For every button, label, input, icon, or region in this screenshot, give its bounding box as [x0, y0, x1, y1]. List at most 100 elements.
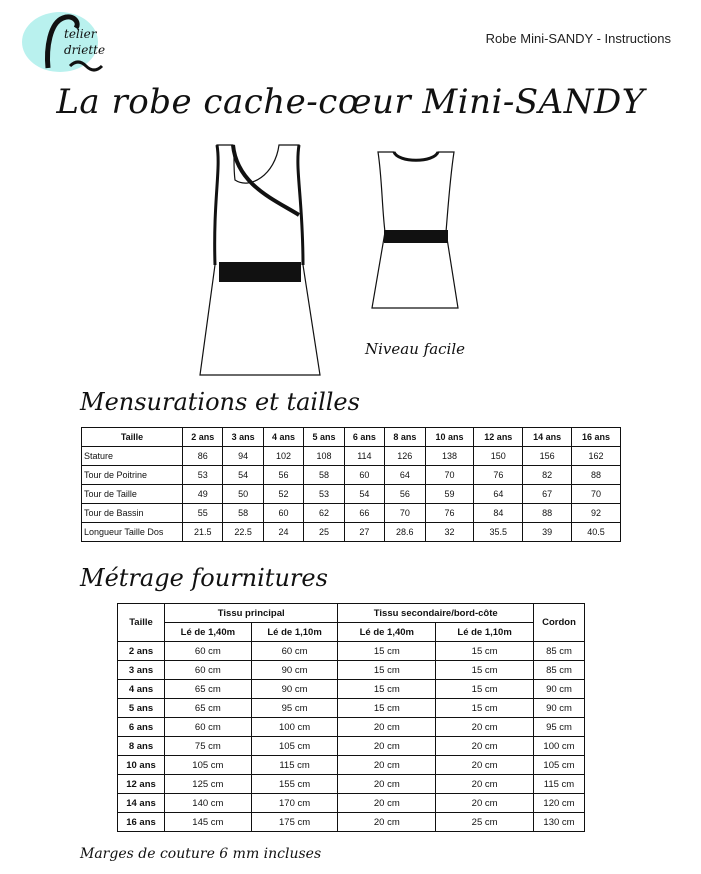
difficulty-level: Niveau facile: [365, 340, 466, 358]
table-row: Longueur Taille Dos 21.5 22.5 24 25 27 28.6 32 3…: [81, 522, 621, 542]
table-cell: 95 cm: [250, 698, 339, 718]
table-cell: 108: [303, 446, 345, 466]
table-cell: 105 cm: [533, 755, 585, 775]
table-cell: 65 cm: [164, 679, 252, 699]
table-cell: 76: [473, 465, 524, 485]
table-cell: 54: [343, 484, 386, 504]
table-cell: 162: [571, 446, 621, 466]
table-row: Tour de Bassin 55 58 60 62 66 70 76 84 88 92: [81, 503, 621, 523]
svg-text:driette: driette: [64, 43, 105, 57]
table-cell: 60 cm: [164, 717, 252, 737]
table-cell: 102: [262, 446, 305, 466]
header-cell: Lé de 1,10m: [435, 622, 534, 642]
header-cell: Lé de 1,40m: [164, 622, 252, 642]
table-cell: 126: [384, 446, 426, 466]
header-cell: Tissu secondaire/bord-côte: [337, 603, 534, 623]
table-header-row: Taille Tissu principal Tissu secondaire/…: [117, 603, 585, 642]
table-cell: 85 cm: [533, 641, 585, 661]
table-cell: 115 cm: [533, 774, 585, 794]
table-cell: 39: [522, 522, 573, 542]
table-row: 2 ans 60 cm 60 cm 15 cm 15 cm 85 cm: [117, 641, 585, 661]
table-row: 5 ans 65 cm 95 cm 15 cm 15 cm 90 cm: [117, 698, 585, 718]
table-cell: 86: [181, 446, 224, 466]
table-cell: 90 cm: [250, 660, 339, 680]
table-cell: 35.5: [473, 522, 524, 542]
header-cell: Lé de 1,40m: [337, 622, 437, 642]
table-cell: 62: [303, 503, 345, 523]
header-cell: Cordon: [533, 603, 585, 642]
table-cell: 28.6: [384, 522, 426, 542]
table-header-row: Lé de 1,40m Lé de 1,10m Lé de 1,40m Lé d…: [118, 622, 585, 642]
fabric-title: Métrage fournitures: [80, 564, 328, 592]
table-cell: 16 ans: [117, 812, 165, 832]
table-cell: 20 cm: [337, 793, 437, 813]
table-cell: 90 cm: [533, 698, 585, 718]
table-cell: Tour de Taille: [81, 484, 183, 504]
table-cell: 12 ans: [117, 774, 165, 794]
table-row: 10 ans 105 cm 115 cm 20 cm 20 cm 105 cm: [117, 755, 585, 775]
header-cell: 16 ans: [571, 427, 621, 447]
table-cell: 20 cm: [435, 717, 534, 737]
header-cell: Taille: [81, 427, 183, 447]
table-cell: 85 cm: [533, 660, 585, 680]
table-cell: 82: [522, 465, 573, 485]
table-cell: 4 ans: [117, 679, 165, 699]
table-cell: 2 ans: [117, 641, 165, 661]
table-cell: 20 cm: [435, 774, 534, 794]
table-cell: 49: [181, 484, 224, 504]
table-header-row: Taille 2 ans 3 ans 4 ans 5 ans 6 ans 8 ans 10 …: [81, 427, 621, 447]
table-row: 4 ans 65 cm 90 cm 15 cm 15 cm 90 cm: [117, 679, 585, 699]
measurements-table: Taille 2 ans 3 ans 4 ans 5 ans 6 ans 8 ans 10 …: [81, 427, 621, 542]
table-cell: 25 cm: [435, 812, 534, 832]
table-cell: 88: [522, 503, 573, 523]
table-cell: 90 cm: [250, 679, 339, 699]
table-cell: 5 ans: [117, 698, 165, 718]
table-cell: Longueur Taille Dos: [81, 522, 183, 542]
table-cell: 6 ans: [117, 717, 165, 737]
table-cell: 56: [262, 465, 305, 485]
table-cell: 125 cm: [164, 774, 252, 794]
table-row: Tour de Taille 49 50 52 53 54 56 59 64 67 70: [81, 484, 621, 504]
table-cell: 15 cm: [435, 698, 534, 718]
table-cell: 40.5: [571, 522, 621, 542]
table-cell: 95 cm: [533, 717, 585, 737]
header-cell: 8 ans: [384, 427, 426, 447]
header-cell: 12 ans: [473, 427, 524, 447]
table-cell: 60 cm: [164, 660, 252, 680]
table-cell: Tour de Bassin: [81, 503, 183, 523]
table-row: 12 ans 125 cm 155 cm 20 cm 20 cm 115 cm: [117, 774, 585, 794]
table-cell: 92: [571, 503, 621, 523]
table-cell: 66: [343, 503, 386, 523]
table-cell: 67: [522, 484, 573, 504]
table-cell: 64: [384, 465, 426, 485]
table-cell: 25: [303, 522, 345, 542]
table-cell: 20 cm: [337, 755, 437, 775]
table-cell: 20 cm: [337, 774, 437, 794]
header-cell: 10 ans: [424, 427, 475, 447]
table-cell: 60 cm: [164, 641, 252, 661]
table-cell: 15 cm: [435, 660, 534, 680]
table-cell: 20 cm: [337, 812, 437, 832]
header-cell: Tissu principal: [163, 603, 339, 623]
table-cell: 60 cm: [250, 641, 339, 661]
table-cell: 15 cm: [337, 698, 437, 718]
table-cell: 20 cm: [337, 736, 437, 756]
table-cell: 15 cm: [337, 679, 437, 699]
table-cell: 100 cm: [250, 717, 339, 737]
table-row: 6 ans 60 cm 100 cm 20 cm 20 cm 95 cm: [117, 717, 585, 737]
table-cell: 64: [473, 484, 524, 504]
table-cell: 14 ans: [117, 793, 165, 813]
main-title: La robe cache-cœur Mini-SANDY: [56, 82, 645, 122]
table-cell: 53: [181, 465, 224, 485]
table-cell: 15 cm: [337, 660, 437, 680]
table-cell: 138: [424, 446, 475, 466]
table-cell: 27: [343, 522, 386, 542]
table-row: 14 ans 140 cm 170 cm 20 cm 20 cm 120 cm: [117, 793, 585, 813]
fabric-table: Taille Tissu principal Tissu secondaire/…: [117, 603, 585, 832]
table-cell: 155 cm: [250, 774, 339, 794]
table-row: 3 ans 60 cm 90 cm 15 cm 15 cm 85 cm: [117, 660, 585, 680]
table-cell: 3 ans: [117, 660, 165, 680]
seam-allowance-note: Marges de couture 6 mm incluses: [80, 846, 322, 862]
table-cell: 105 cm: [250, 736, 339, 756]
table-cell: 90 cm: [533, 679, 585, 699]
